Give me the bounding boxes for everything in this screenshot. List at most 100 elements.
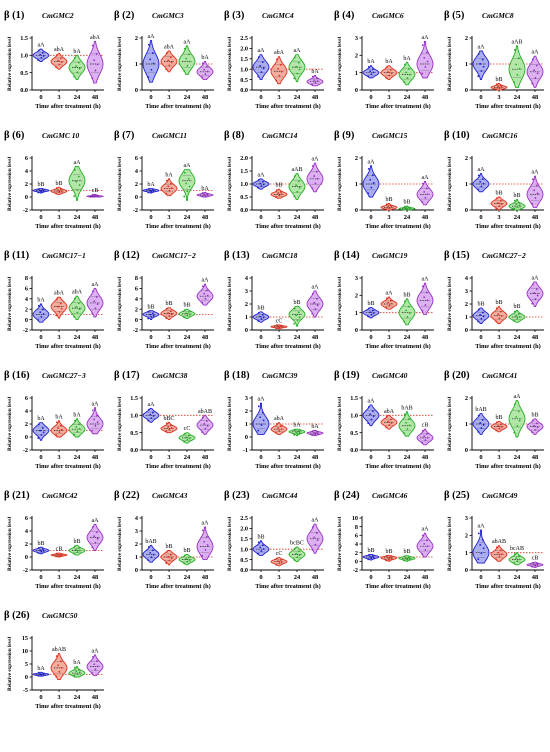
significance-letter: aA [422, 35, 430, 41]
y-tick-label: 1.5 [130, 395, 138, 402]
data-point [183, 195, 186, 198]
data-point [515, 416, 518, 418]
x-axis-label: Time after treatment (h) [145, 583, 211, 590]
significance-letter: bA [165, 172, 173, 178]
panel-label: β (5) [444, 10, 465, 21]
data-point [73, 56, 76, 59]
data-point [95, 660, 98, 663]
data-point [187, 53, 190, 56]
x-tick-label: 24 [404, 214, 411, 221]
data-point [390, 72, 393, 75]
chart-panel: β (4) CmGMC6 Relative expression level 0 1 2 3… [334, 10, 434, 110]
x-tick-label: 3 [167, 574, 171, 581]
data-point [73, 666, 76, 669]
chart-panel: β (2) CmGMC3 Relative expression level 0 1 2 a… [114, 10, 214, 110]
data-point [206, 194, 209, 196]
x-tick-label: 48 [422, 574, 429, 581]
y-tick-label: 6 [135, 286, 138, 293]
data-point [275, 189, 278, 192]
gene-name: CmGMC14 [262, 131, 298, 140]
y-axis-label: Relative expression level [337, 396, 343, 451]
data-point [480, 185, 483, 188]
data-point [517, 410, 520, 413]
significance-letter: aA [202, 521, 210, 527]
panel-label: β (13) [224, 250, 250, 261]
x-axis-label: Time after treatment (h) [365, 343, 431, 350]
data-point [389, 204, 392, 207]
data-point [385, 415, 388, 418]
data-point [513, 310, 516, 313]
data-point [480, 317, 483, 320]
data-point [275, 79, 278, 82]
violin-shape [416, 180, 434, 206]
data-point [37, 671, 40, 674]
data-point [313, 431, 316, 434]
data-point [261, 61, 264, 64]
significance-letter: aA [478, 524, 486, 530]
x-tick-label: 24 [514, 454, 521, 461]
data-point [41, 548, 44, 551]
data-point [168, 315, 171, 317]
data-point [206, 424, 209, 427]
data-point [57, 305, 60, 308]
data-point [201, 195, 204, 198]
y-tick-label: 4 [465, 275, 468, 282]
x-tick-label: 3 [387, 214, 391, 221]
y-tick-label: 6 [135, 155, 138, 162]
data-point [407, 556, 410, 559]
data-point [369, 556, 372, 558]
y-tick-label: 0.5 [240, 557, 248, 564]
data-point [58, 670, 61, 673]
data-point [316, 304, 319, 307]
significance-letter: bA [37, 666, 45, 672]
violin-shape [160, 550, 178, 566]
gene-name: CmGMC49 [482, 491, 518, 500]
y-axis-label: Relative expression level [227, 516, 233, 571]
significance-letter: aA [258, 172, 266, 178]
data-point [257, 320, 260, 322]
data-point [91, 546, 94, 549]
x-axis-label: Time after treatment (h) [475, 583, 541, 590]
gene-name: CmGMC8 [482, 11, 514, 20]
violin-shape [86, 654, 104, 677]
x-tick-label: 0 [369, 214, 372, 221]
data-point [315, 170, 318, 173]
data-point [204, 548, 207, 551]
y-tick-label: 1.5 [240, 536, 248, 543]
data-point [169, 424, 172, 427]
data-point [297, 550, 300, 553]
significance-letter: aA [184, 163, 192, 169]
data-point [385, 208, 388, 211]
data-point [205, 65, 208, 68]
y-axis-label: Relative expression level [447, 516, 453, 571]
data-point [513, 319, 516, 322]
data-point [535, 288, 538, 291]
significance-letter: bA [73, 412, 81, 418]
data-point [78, 308, 81, 310]
data-point [513, 552, 516, 555]
significance-letter: aA [258, 48, 266, 54]
significance-letter: aAB [292, 167, 303, 173]
y-tick-label: -5 [23, 687, 28, 694]
y-tick-label: 10 [352, 515, 358, 522]
data-point [425, 187, 428, 190]
data-point [531, 58, 534, 61]
data-point [279, 191, 282, 193]
data-point [531, 561, 534, 564]
data-point [278, 194, 281, 197]
gene-name: CmGMC27−2 [482, 251, 526, 260]
x-axis-label: Time after treatment (h) [475, 343, 541, 350]
significance-letter: aA [202, 278, 210, 284]
data-point [257, 75, 260, 78]
violin-shape [362, 65, 380, 79]
x-tick-label: 24 [514, 574, 521, 581]
data-point [482, 547, 485, 550]
y-axis-label: Relative expression level [337, 36, 343, 91]
data-point [313, 175, 316, 177]
data-point [314, 308, 317, 311]
data-point [481, 418, 484, 421]
y-tick-label: 4 [245, 275, 248, 282]
data-point [147, 310, 150, 313]
data-point [277, 560, 280, 563]
data-point [259, 315, 262, 318]
